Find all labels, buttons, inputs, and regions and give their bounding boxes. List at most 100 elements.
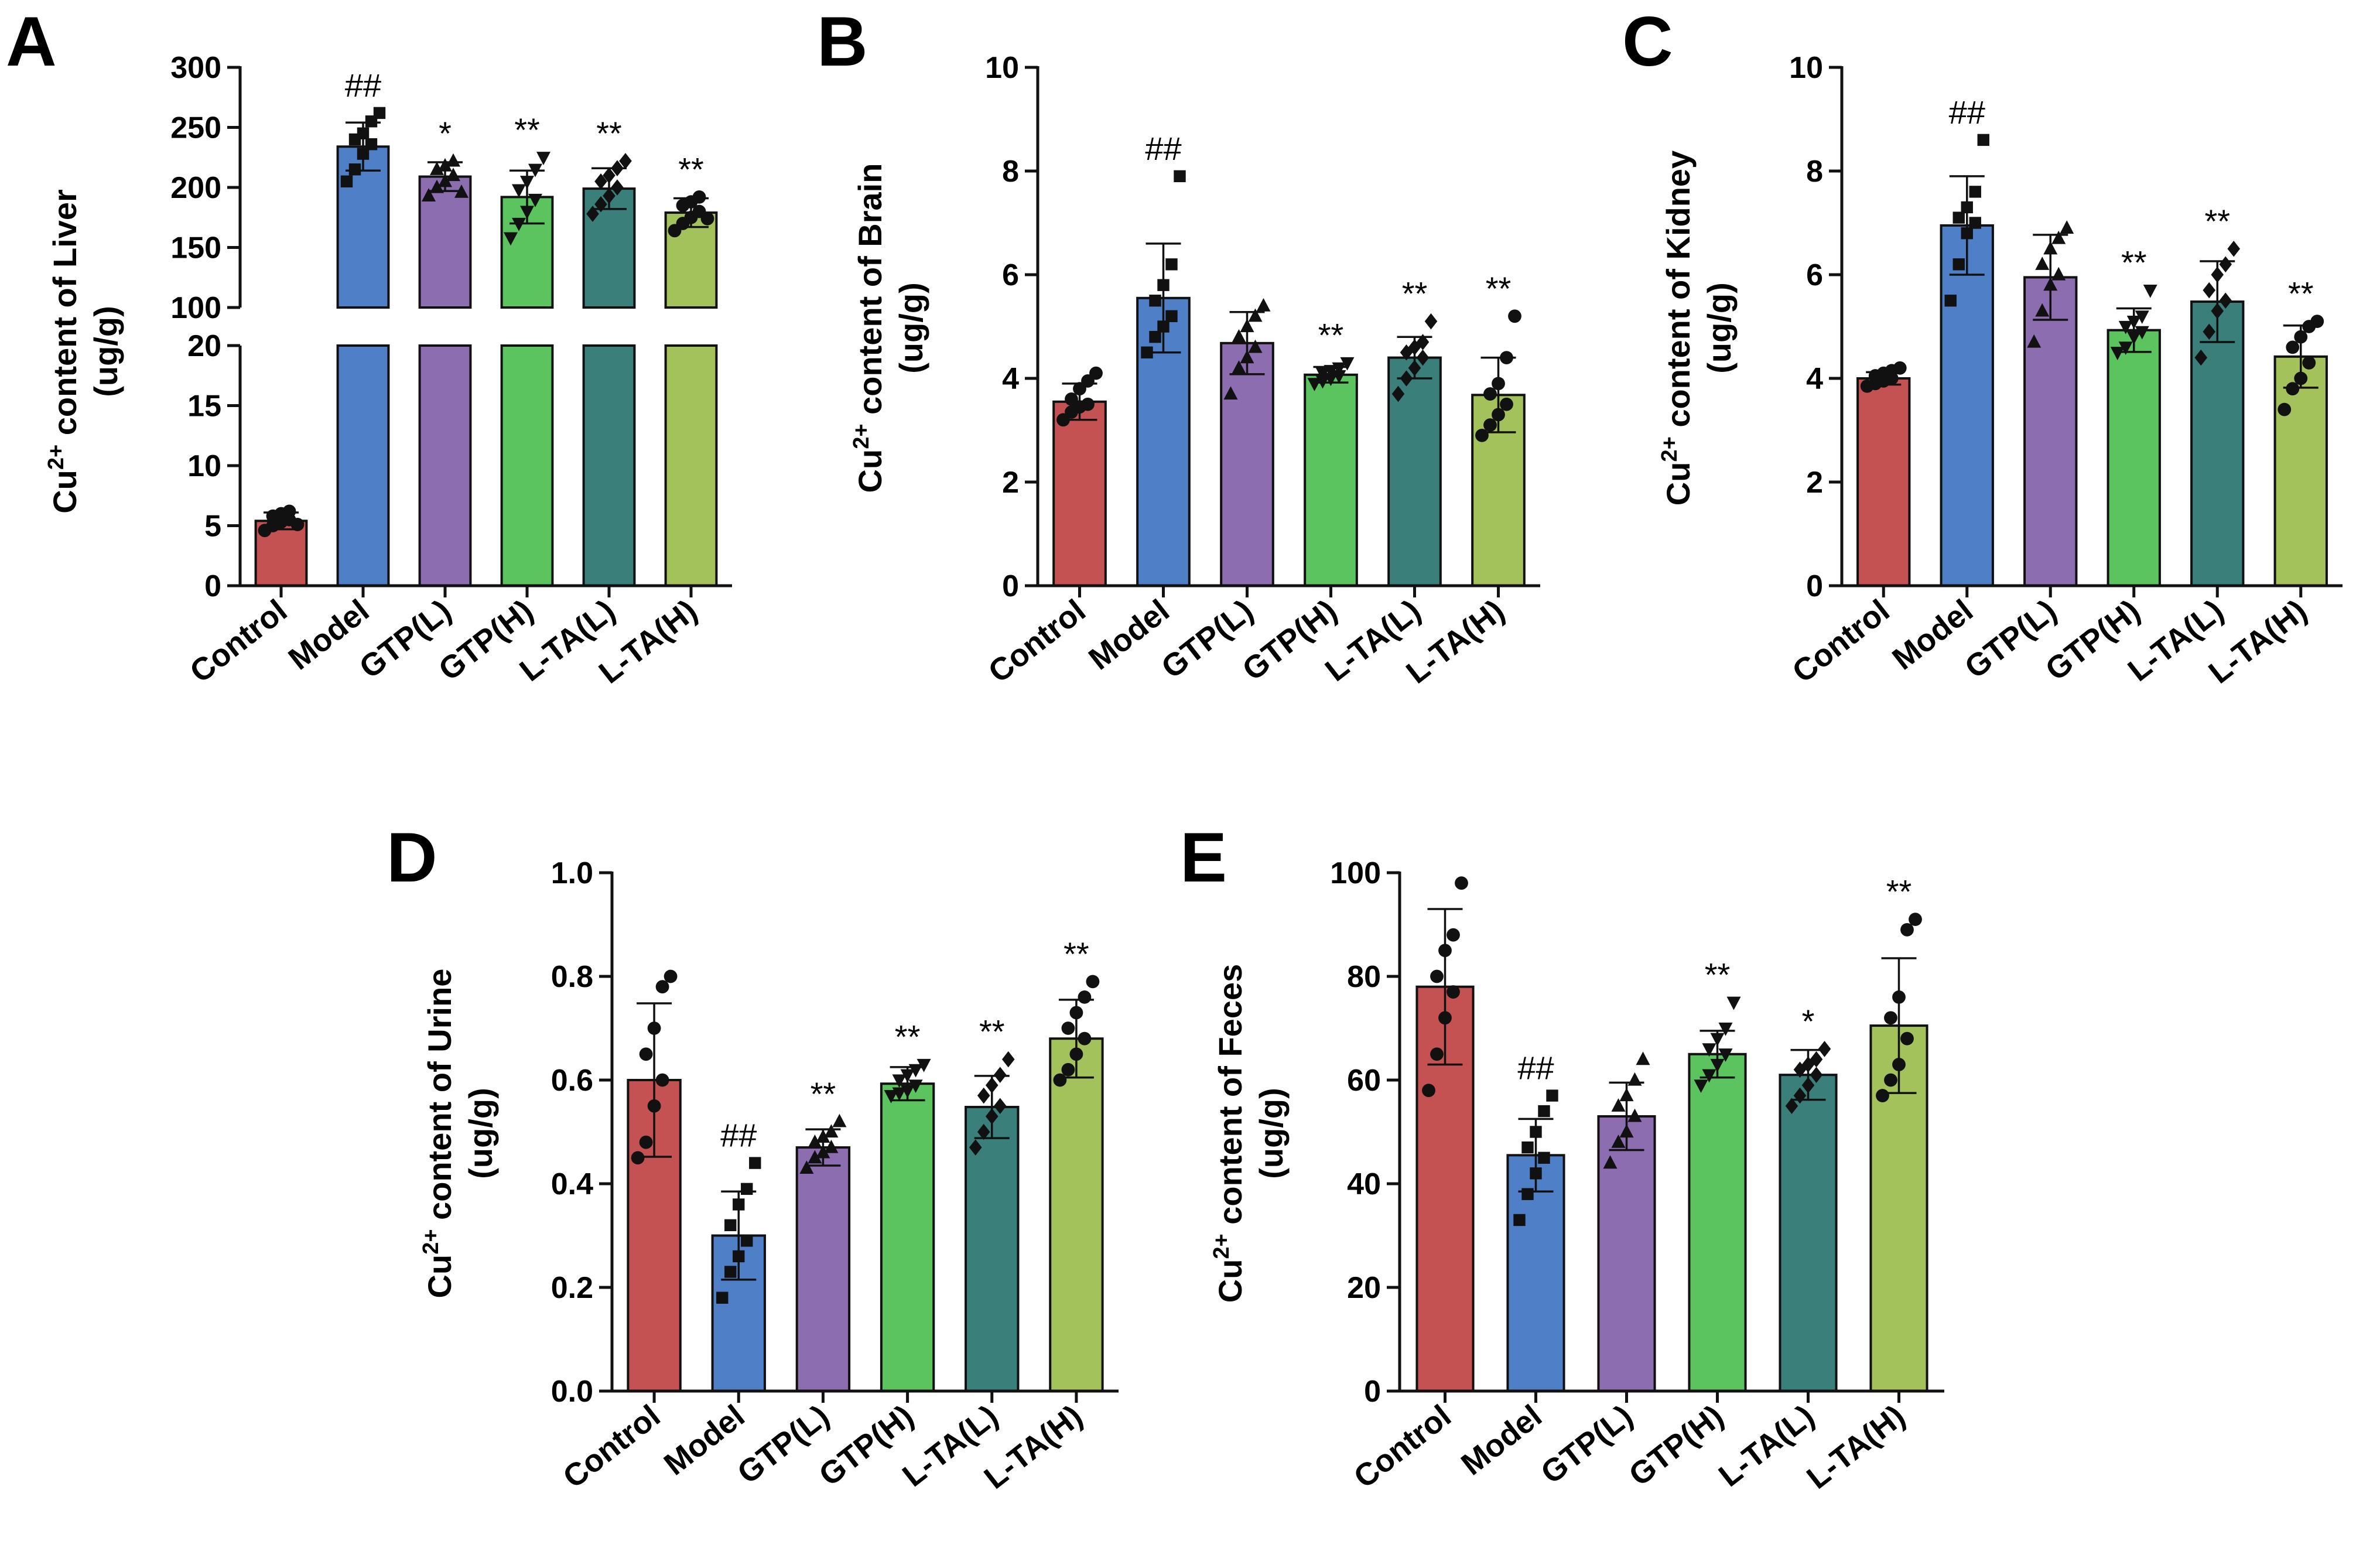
- data-point: [1718, 1022, 1733, 1036]
- data-point: [1483, 418, 1497, 432]
- data-point: [1710, 1033, 1725, 1047]
- data-point: [2035, 257, 2050, 270]
- data-point: [422, 188, 436, 201]
- data-point: [1892, 1058, 1906, 1071]
- significance-label: ##: [345, 67, 381, 104]
- y-tick-label: 8: [1002, 155, 1019, 189]
- data-point: [1627, 1108, 1642, 1122]
- significance-label: **: [514, 111, 540, 148]
- data-point: [438, 173, 452, 187]
- data-point: [1141, 346, 1153, 358]
- data-point: [1530, 1126, 1542, 1138]
- data-point: [824, 1139, 839, 1153]
- data-point: [1174, 170, 1186, 183]
- y-axis-label-rest: content of Liver: [46, 189, 83, 445]
- data-point: [1248, 308, 1263, 322]
- bar: [582, 344, 636, 587]
- bar-group-l-ta-h-: **: [1869, 873, 1928, 1392]
- y-tick-label: 20: [1347, 1271, 1381, 1305]
- data-point: [1332, 370, 1346, 384]
- data-point: [2310, 315, 2324, 329]
- significance-label: **: [678, 151, 704, 187]
- data-point: [1061, 1021, 1075, 1035]
- bar-group-gtp-l-: *: [418, 115, 472, 587]
- y-tick-label: 200: [170, 171, 221, 205]
- data-point: [1053, 1073, 1067, 1087]
- data-point: [348, 163, 361, 176]
- data-point: [2110, 347, 2125, 360]
- data-point: [528, 163, 542, 177]
- bar: [1597, 1115, 1656, 1392]
- data-point: [1455, 876, 1468, 890]
- data-point: [340, 175, 353, 187]
- y-tick-label: 0: [1364, 1375, 1381, 1409]
- bar-group-l-ta-h-: **: [1049, 935, 1104, 1392]
- y-tick-label: 0.4: [551, 1167, 593, 1201]
- data-point: [1416, 349, 1430, 366]
- data-point: [2051, 266, 2066, 281]
- data-point: [724, 1219, 737, 1231]
- data-point: [1078, 1031, 1092, 1046]
- bar: [795, 1146, 851, 1393]
- bar: [2107, 329, 2161, 587]
- data-point: [655, 980, 669, 994]
- data-point: [1256, 298, 1271, 312]
- data-point: [1961, 227, 1973, 240]
- bar-group-gtp-h-: **: [1304, 316, 1358, 587]
- data-point: [357, 148, 370, 160]
- bar: [2190, 300, 2245, 587]
- data-point: [1710, 1058, 1725, 1072]
- bar-group-gtp-h-: **: [1688, 956, 1747, 1392]
- data-point: [365, 138, 378, 151]
- bar: [1049, 1037, 1104, 1392]
- y-tick-label: 15: [187, 390, 221, 423]
- y-tick-label: 80: [1347, 960, 1381, 994]
- y-tick-label: 6: [1806, 258, 1823, 292]
- data-point: [1149, 295, 1161, 307]
- y-tick-label: 0: [1002, 569, 1019, 603]
- data-point: [1408, 360, 1421, 377]
- bar-group-control: [1415, 876, 1475, 1392]
- data-point: [430, 162, 444, 175]
- data-point: [1315, 367, 1330, 381]
- y-tick-label: 0: [1806, 569, 1823, 603]
- data-point: [1447, 985, 1460, 999]
- data-point: [1065, 392, 1078, 406]
- data-point: [749, 1157, 761, 1169]
- data-point: [2135, 310, 2149, 324]
- y-tick-label: 8: [1806, 155, 1823, 189]
- data-point: [290, 518, 305, 531]
- data-point: [1801, 1077, 1815, 1094]
- y-tick-label: 20: [187, 329, 221, 363]
- data-point: [536, 152, 550, 165]
- bar-group-l-ta-l-: **: [1387, 275, 1442, 587]
- data-point: [1810, 1067, 1823, 1083]
- data-point: [1961, 201, 1973, 214]
- data-point: [1909, 913, 1922, 927]
- data-point: [2027, 334, 2042, 348]
- y-tick-label: 0.2: [551, 1271, 593, 1305]
- data-point: [2211, 266, 2224, 283]
- data-point: [611, 160, 624, 176]
- bar: [336, 344, 390, 587]
- data-point: [900, 1085, 915, 1098]
- significance-label: **: [1486, 270, 1512, 307]
- data-point: [985, 1077, 998, 1094]
- bar: [500, 344, 554, 587]
- y-tick-label: 4: [1806, 362, 1823, 396]
- data-point: [700, 211, 714, 226]
- bar: [1220, 341, 1274, 587]
- data-point: [1702, 1043, 1716, 1057]
- data-point: [1424, 313, 1438, 330]
- y-axis-label-rest: content of Urine: [421, 969, 458, 1229]
- data-point: [1438, 1011, 1452, 1025]
- y-tick-label: 10: [985, 51, 1019, 85]
- data-point: [1157, 320, 1170, 333]
- data-point: [2051, 230, 2066, 244]
- data-point: [603, 187, 615, 204]
- bar: [880, 1082, 935, 1392]
- data-point: [1165, 258, 1178, 271]
- data-point: [2294, 330, 2308, 344]
- data-point: [692, 190, 706, 204]
- y-tick-label: 4: [1002, 362, 1019, 396]
